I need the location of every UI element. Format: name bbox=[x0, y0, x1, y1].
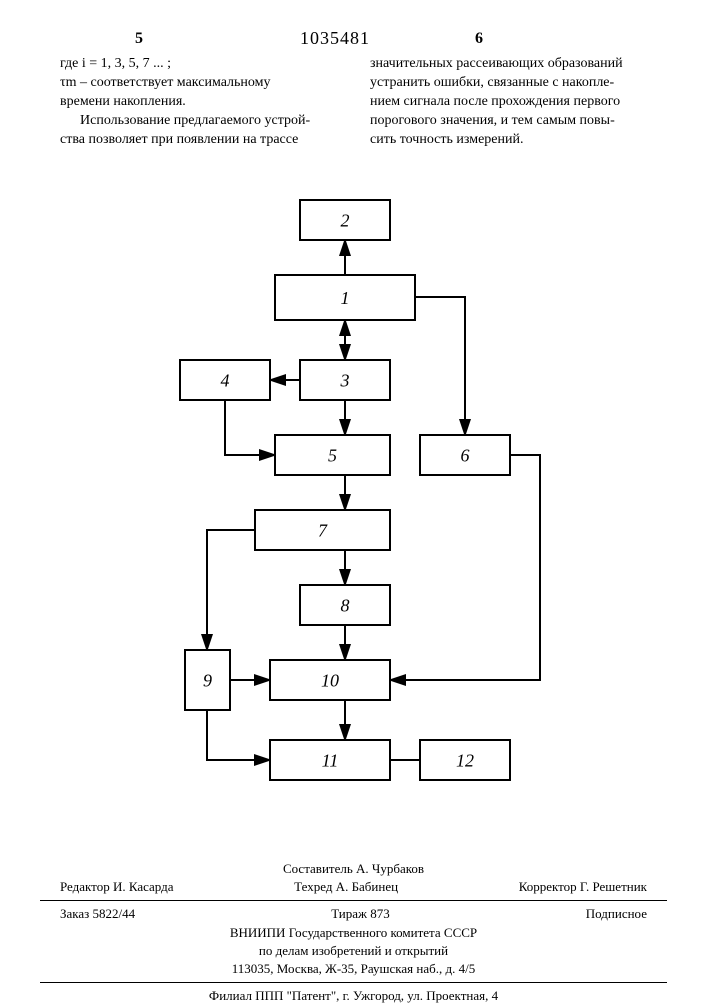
footer-order: Заказ 5822/44 bbox=[60, 905, 135, 923]
footer-addr: 113035, Москва, Ж-35, Раушская наб., д. … bbox=[0, 960, 707, 978]
diagram-node-label: 8 bbox=[341, 595, 350, 615]
footer-compiler: Составитель А. Чурбаков bbox=[0, 860, 707, 878]
diagram-node-label: 10 bbox=[321, 670, 339, 690]
diagram-edge bbox=[207, 710, 270, 760]
diagram-edge bbox=[390, 455, 540, 680]
footer-org1: ВНИИПИ Государственного комитета СССР bbox=[0, 924, 707, 942]
footer-org2: по делам изобретений и открытий bbox=[0, 942, 707, 960]
diagram-node-label: 6 bbox=[461, 445, 470, 465]
diagram-node-label: 2 bbox=[341, 210, 350, 230]
diagram-node-label: 4 bbox=[221, 370, 230, 390]
diagram-node-label: 7 bbox=[318, 520, 328, 540]
footer-corrector: Корректор Г. Решетник bbox=[519, 878, 647, 896]
diagram-edge bbox=[207, 530, 255, 650]
footer-sub: Подписное bbox=[586, 905, 647, 923]
diagram-edge bbox=[415, 297, 465, 435]
diagram-edge bbox=[225, 400, 275, 455]
footer: Составитель А. Чурбаков Редактор И. Каса… bbox=[0, 860, 707, 1005]
diagram-node-label: 12 bbox=[456, 750, 474, 770]
block-diagram: 2 1 3 4 5 6 7 8 9 10 11 12 bbox=[0, 0, 707, 820]
footer-tech: Техред А. Бабинец bbox=[294, 878, 398, 896]
diagram-node-label: 11 bbox=[322, 750, 339, 770]
footer-tirage: Тираж 873 bbox=[331, 905, 390, 923]
diagram-node-label: 5 bbox=[328, 445, 337, 465]
footer-branch: Филиал ППП "Патент", г. Ужгород, ул. Про… bbox=[0, 987, 707, 1005]
diagram-node-label: 3 bbox=[340, 370, 350, 390]
page: 5 1035481 6 где i = 1, 3, 5, 7 ... ; τm … bbox=[0, 0, 707, 1000]
footer-editor: Редактор И. Касарда bbox=[60, 878, 174, 896]
diagram-node-label: 1 bbox=[341, 288, 350, 308]
diagram-node-label: 9 bbox=[203, 670, 212, 690]
